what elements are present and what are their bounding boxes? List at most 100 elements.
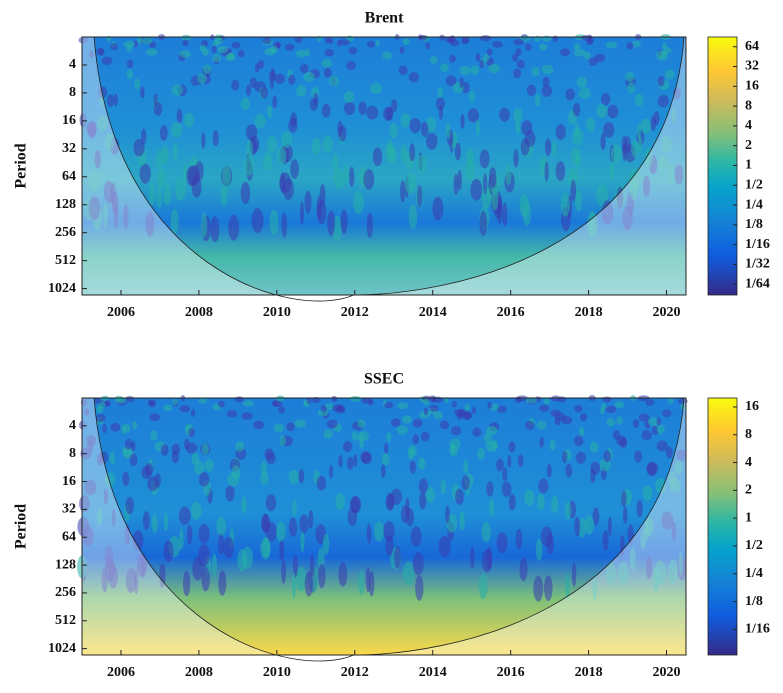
texture-blob xyxy=(644,520,650,541)
texture-blob xyxy=(669,477,681,494)
texture-blob xyxy=(674,164,684,185)
texture-blob xyxy=(512,53,519,62)
x-tick-label: 2010 xyxy=(263,665,291,680)
texture-blob xyxy=(631,40,641,48)
texture-blob xyxy=(467,108,479,123)
texture-blob xyxy=(163,540,174,563)
texture-blob xyxy=(202,64,212,74)
texture-blob xyxy=(84,479,97,496)
texture-blob xyxy=(145,48,158,56)
texture-blob xyxy=(557,396,567,403)
colorbar-tick-label: 1/8 xyxy=(745,217,763,232)
texture-blob xyxy=(198,472,210,487)
texture-blob xyxy=(262,37,272,44)
texture-blob xyxy=(430,55,438,65)
texture-blob xyxy=(575,451,586,464)
texture-blob xyxy=(101,56,113,66)
colorbar-tick-label: 64 xyxy=(745,39,759,54)
texture-blob xyxy=(183,112,195,128)
texture-blob xyxy=(102,423,107,434)
texture-blob xyxy=(218,533,225,555)
texture-blob xyxy=(389,122,398,139)
texture-blob xyxy=(296,85,307,97)
texture-blob xyxy=(272,400,283,408)
texture-blob xyxy=(496,458,504,472)
texture-blob xyxy=(496,405,507,413)
texture-blob xyxy=(94,150,101,169)
y-tick-label: 128 xyxy=(55,557,76,572)
texture-blob xyxy=(610,144,622,163)
texture-blob xyxy=(179,50,192,58)
texture-blob xyxy=(331,395,338,402)
texture-blob xyxy=(163,404,173,412)
texture-blob xyxy=(105,557,115,582)
texture-blob xyxy=(176,108,183,124)
texture-blob xyxy=(237,549,248,572)
colorbar xyxy=(707,397,738,656)
texture-blob xyxy=(540,526,553,547)
y-tick-label: 1024 xyxy=(48,281,76,296)
texture-blob xyxy=(588,57,598,66)
x-tick-label: 2012 xyxy=(341,665,369,680)
x-tick-label: 2020 xyxy=(653,305,681,320)
texture-blob xyxy=(361,451,372,465)
texture-blob xyxy=(524,130,536,147)
texture-blob xyxy=(160,145,169,164)
texture-blob xyxy=(269,209,279,235)
texture-blob xyxy=(241,412,253,421)
x-tick-label: 2012 xyxy=(341,305,369,320)
texture-blob xyxy=(96,414,106,423)
texture-blob xyxy=(338,454,343,468)
texture-blob xyxy=(115,397,127,404)
texture-blob xyxy=(323,67,332,78)
texture-blob xyxy=(651,425,659,436)
texture-blob xyxy=(616,416,623,425)
texture-blob xyxy=(299,201,304,226)
texture-blob xyxy=(226,409,238,418)
texture-blob xyxy=(281,212,287,238)
texture-blob xyxy=(273,423,285,433)
texture-blob xyxy=(267,136,277,154)
y-axis-label: Period xyxy=(13,504,30,549)
texture-blob xyxy=(221,165,231,186)
texture-blob xyxy=(294,419,306,428)
texture-blob xyxy=(270,67,275,78)
texture-blob xyxy=(267,105,273,119)
texture-blob xyxy=(479,210,488,237)
texture-blob xyxy=(647,417,660,427)
texture-blob xyxy=(351,495,360,513)
texture-blob xyxy=(375,40,380,47)
texture-blob xyxy=(322,533,330,555)
texture-blob xyxy=(412,418,423,428)
texture-blob xyxy=(294,36,303,43)
texture-blob xyxy=(541,64,554,75)
texture-blob xyxy=(385,534,394,557)
x-tick-label: 2014 xyxy=(419,305,447,320)
texture-blob xyxy=(409,118,421,134)
texture-blob xyxy=(507,455,512,468)
texture-blob xyxy=(241,496,247,514)
texture-blob xyxy=(565,88,576,101)
texture-blob xyxy=(619,534,625,557)
texture-blob xyxy=(129,453,138,467)
texture-blob xyxy=(181,34,192,41)
texture-blob xyxy=(544,138,552,156)
texture-blob xyxy=(102,203,108,228)
texture-blob xyxy=(198,523,210,544)
texture-blob xyxy=(178,506,191,525)
texture-blob xyxy=(260,86,269,99)
texture-blob xyxy=(656,50,668,59)
texture-blob xyxy=(603,450,612,463)
chart-title: SSEC xyxy=(364,371,404,388)
y-tick-label: 4 xyxy=(69,418,76,433)
texture-blob xyxy=(438,106,444,120)
texture-blob xyxy=(366,40,376,48)
texture-blob xyxy=(214,37,224,45)
texture-blob xyxy=(170,209,179,235)
texture-blob xyxy=(218,570,227,596)
texture-blob xyxy=(600,93,611,106)
texture-blob xyxy=(211,553,217,577)
colorbar-tick-label: 32 xyxy=(745,59,759,74)
texture-blob xyxy=(140,86,145,99)
texture-blob xyxy=(291,573,296,599)
